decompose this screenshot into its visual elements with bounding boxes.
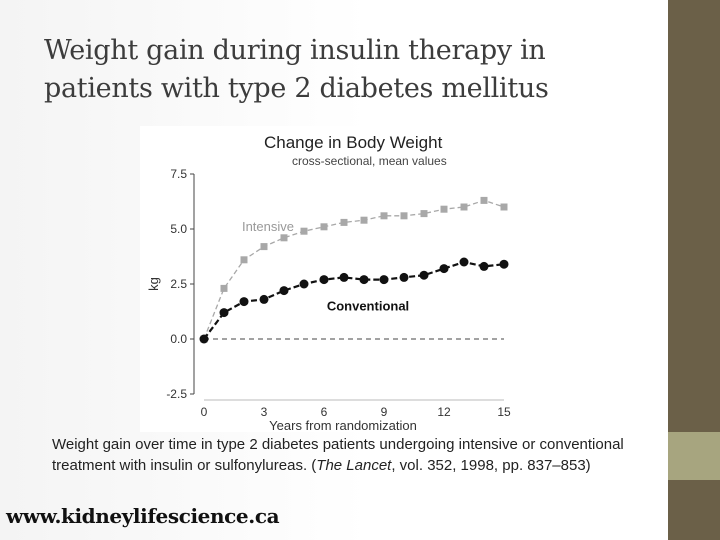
- slide-title-line-1: Weight gain during insulin therapy in: [44, 35, 546, 66]
- data-point-intensive: [500, 203, 508, 211]
- caption-text: Weight gain over time in type 2 diabetes…: [52, 436, 624, 474]
- data-point-intensive: [460, 203, 468, 211]
- series-labels: Intensive Conventional: [242, 219, 409, 313]
- x-tick-label: 6: [321, 405, 328, 419]
- data-point-conventional: [419, 270, 429, 280]
- data-point-intensive: [360, 216, 368, 224]
- data-point-conventional: [199, 334, 209, 344]
- data-point-conventional: [399, 272, 409, 282]
- data-point-intensive: [480, 196, 488, 204]
- body-weight-chart: Change in Body Weight cross-sectional, m…: [140, 126, 520, 432]
- chart-series: [199, 196, 509, 344]
- data-point-intensive: [440, 205, 448, 213]
- data-point-conventional: [239, 297, 249, 307]
- y-tick-label: 7.5: [170, 167, 187, 181]
- data-point-intensive: [280, 234, 288, 242]
- data-point-conventional: [479, 261, 489, 271]
- series-line-intensive: [203, 199, 505, 340]
- data-point-intensive: [380, 212, 388, 220]
- data-point-intensive: [340, 218, 348, 226]
- chart-subtitle: cross-sectional, mean values: [292, 154, 447, 168]
- data-point-conventional: [339, 272, 349, 282]
- series-line-conventional: [203, 260, 505, 340]
- slide-title-line-2: patients with type 2 diabetes mellitus: [44, 73, 549, 104]
- data-point-conventional: [279, 286, 289, 296]
- x-tick-label: 12: [437, 405, 451, 419]
- sidebar-accent-dark: [668, 0, 720, 432]
- slide-title: Weight gain during insulin therapy in pa…: [44, 32, 644, 108]
- x-tick-label: 3: [261, 405, 268, 419]
- data-point-intensive: [240, 256, 248, 264]
- sidebar-accent-light: [668, 432, 720, 480]
- y-tick-label: -2.5: [166, 387, 187, 401]
- series-label-intensive: Intensive: [242, 219, 294, 234]
- chart-title: Change in Body Weight: [264, 133, 443, 152]
- data-point-intensive: [420, 210, 428, 218]
- data-point-conventional: [219, 308, 229, 318]
- data-point-conventional: [259, 294, 269, 304]
- y-tick-label: 5.0: [170, 222, 187, 236]
- website-watermark: www.kidneylifescience.ca: [6, 504, 280, 528]
- data-point-conventional: [439, 264, 449, 274]
- data-point-intensive: [300, 227, 308, 235]
- data-point-intensive: [320, 223, 328, 231]
- data-point-intensive: [400, 212, 408, 220]
- data-point-conventional: [359, 275, 369, 285]
- data-point-intensive: [220, 284, 228, 292]
- caption-citation: , vol. 352, 1998, pp. 837–853): [391, 457, 591, 474]
- figure-caption: Weight gain over time in type 2 diabetes…: [52, 434, 632, 476]
- data-point-conventional: [499, 259, 509, 269]
- y-tick-label: 2.5: [170, 277, 187, 291]
- series-label-conventional: Conventional: [327, 298, 409, 313]
- sidebar-accent-dark-bottom: [668, 480, 720, 540]
- x-tick-label: 9: [381, 405, 388, 419]
- y-tick-label: 0.0: [170, 332, 187, 346]
- x-tick-label: 15: [497, 405, 511, 419]
- caption-source: The Lancet: [316, 457, 392, 474]
- data-point-conventional: [299, 279, 309, 289]
- y-axis-label: kg: [146, 277, 161, 291]
- data-point-conventional: [459, 257, 469, 267]
- data-point-conventional: [379, 275, 389, 285]
- x-axis-label: Years from randomization: [269, 418, 417, 432]
- x-tick-label: 0: [201, 405, 208, 419]
- data-point-intensive: [260, 243, 268, 251]
- data-point-conventional: [319, 275, 329, 285]
- chart-axes: -2.5 0.0 2.5 5.0 7.5 0 3 6 9 12 15: [166, 167, 511, 419]
